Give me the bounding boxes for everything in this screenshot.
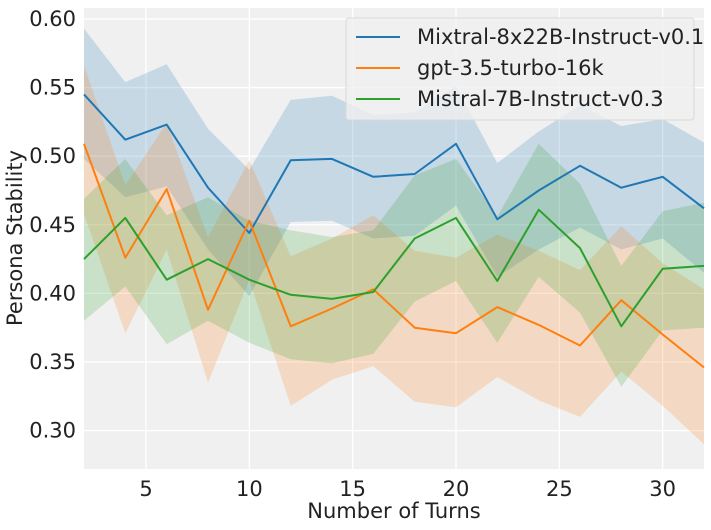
legend-label: Mistral-7B-Instruct-v0.3	[417, 87, 664, 111]
x-axis-label: Number of Turns	[307, 499, 480, 523]
y-tick-label: 0.60	[29, 7, 76, 31]
legend-label: gpt-3.5-turbo-16k	[417, 56, 604, 80]
series-lines	[83, 93, 705, 369]
legend-label: Mixtral-8x22B-Instruct-v0.1	[417, 25, 704, 49]
y-tick-label: 0.50	[29, 144, 76, 168]
confidence-band	[84, 65, 704, 445]
y-axis-ticks: 0.30 0.35 0.40 0.45 0.50 0.55 0.60	[29, 7, 76, 443]
x-tick-label: 20	[443, 477, 470, 501]
y-tick-label: 0.35	[29, 350, 76, 374]
x-tick-label: 15	[339, 477, 366, 501]
y-tick-label: 0.45	[29, 213, 76, 237]
legend: Mixtral-8x22B-Instruct-v0.1 gpt-3.5-turbo…	[345, 17, 704, 121]
series-line	[83, 143, 705, 369]
series-line	[83, 93, 705, 234]
x-tick-label: 25	[546, 477, 573, 501]
x-tick-label: 10	[236, 477, 263, 501]
y-tick-label: 0.40	[29, 281, 76, 305]
y-axis-label: Persona Stability	[3, 150, 27, 326]
confidence-band	[84, 28, 704, 297]
x-tick-label: 5	[139, 477, 152, 501]
x-axis-ticks: 5 10 15 20 25 30	[139, 477, 676, 501]
y-tick-label: 0.30	[29, 419, 76, 443]
y-tick-label: 0.55	[29, 76, 76, 100]
series-line	[83, 208, 705, 328]
legend-box	[345, 17, 695, 121]
x-tick-label: 30	[649, 477, 676, 501]
